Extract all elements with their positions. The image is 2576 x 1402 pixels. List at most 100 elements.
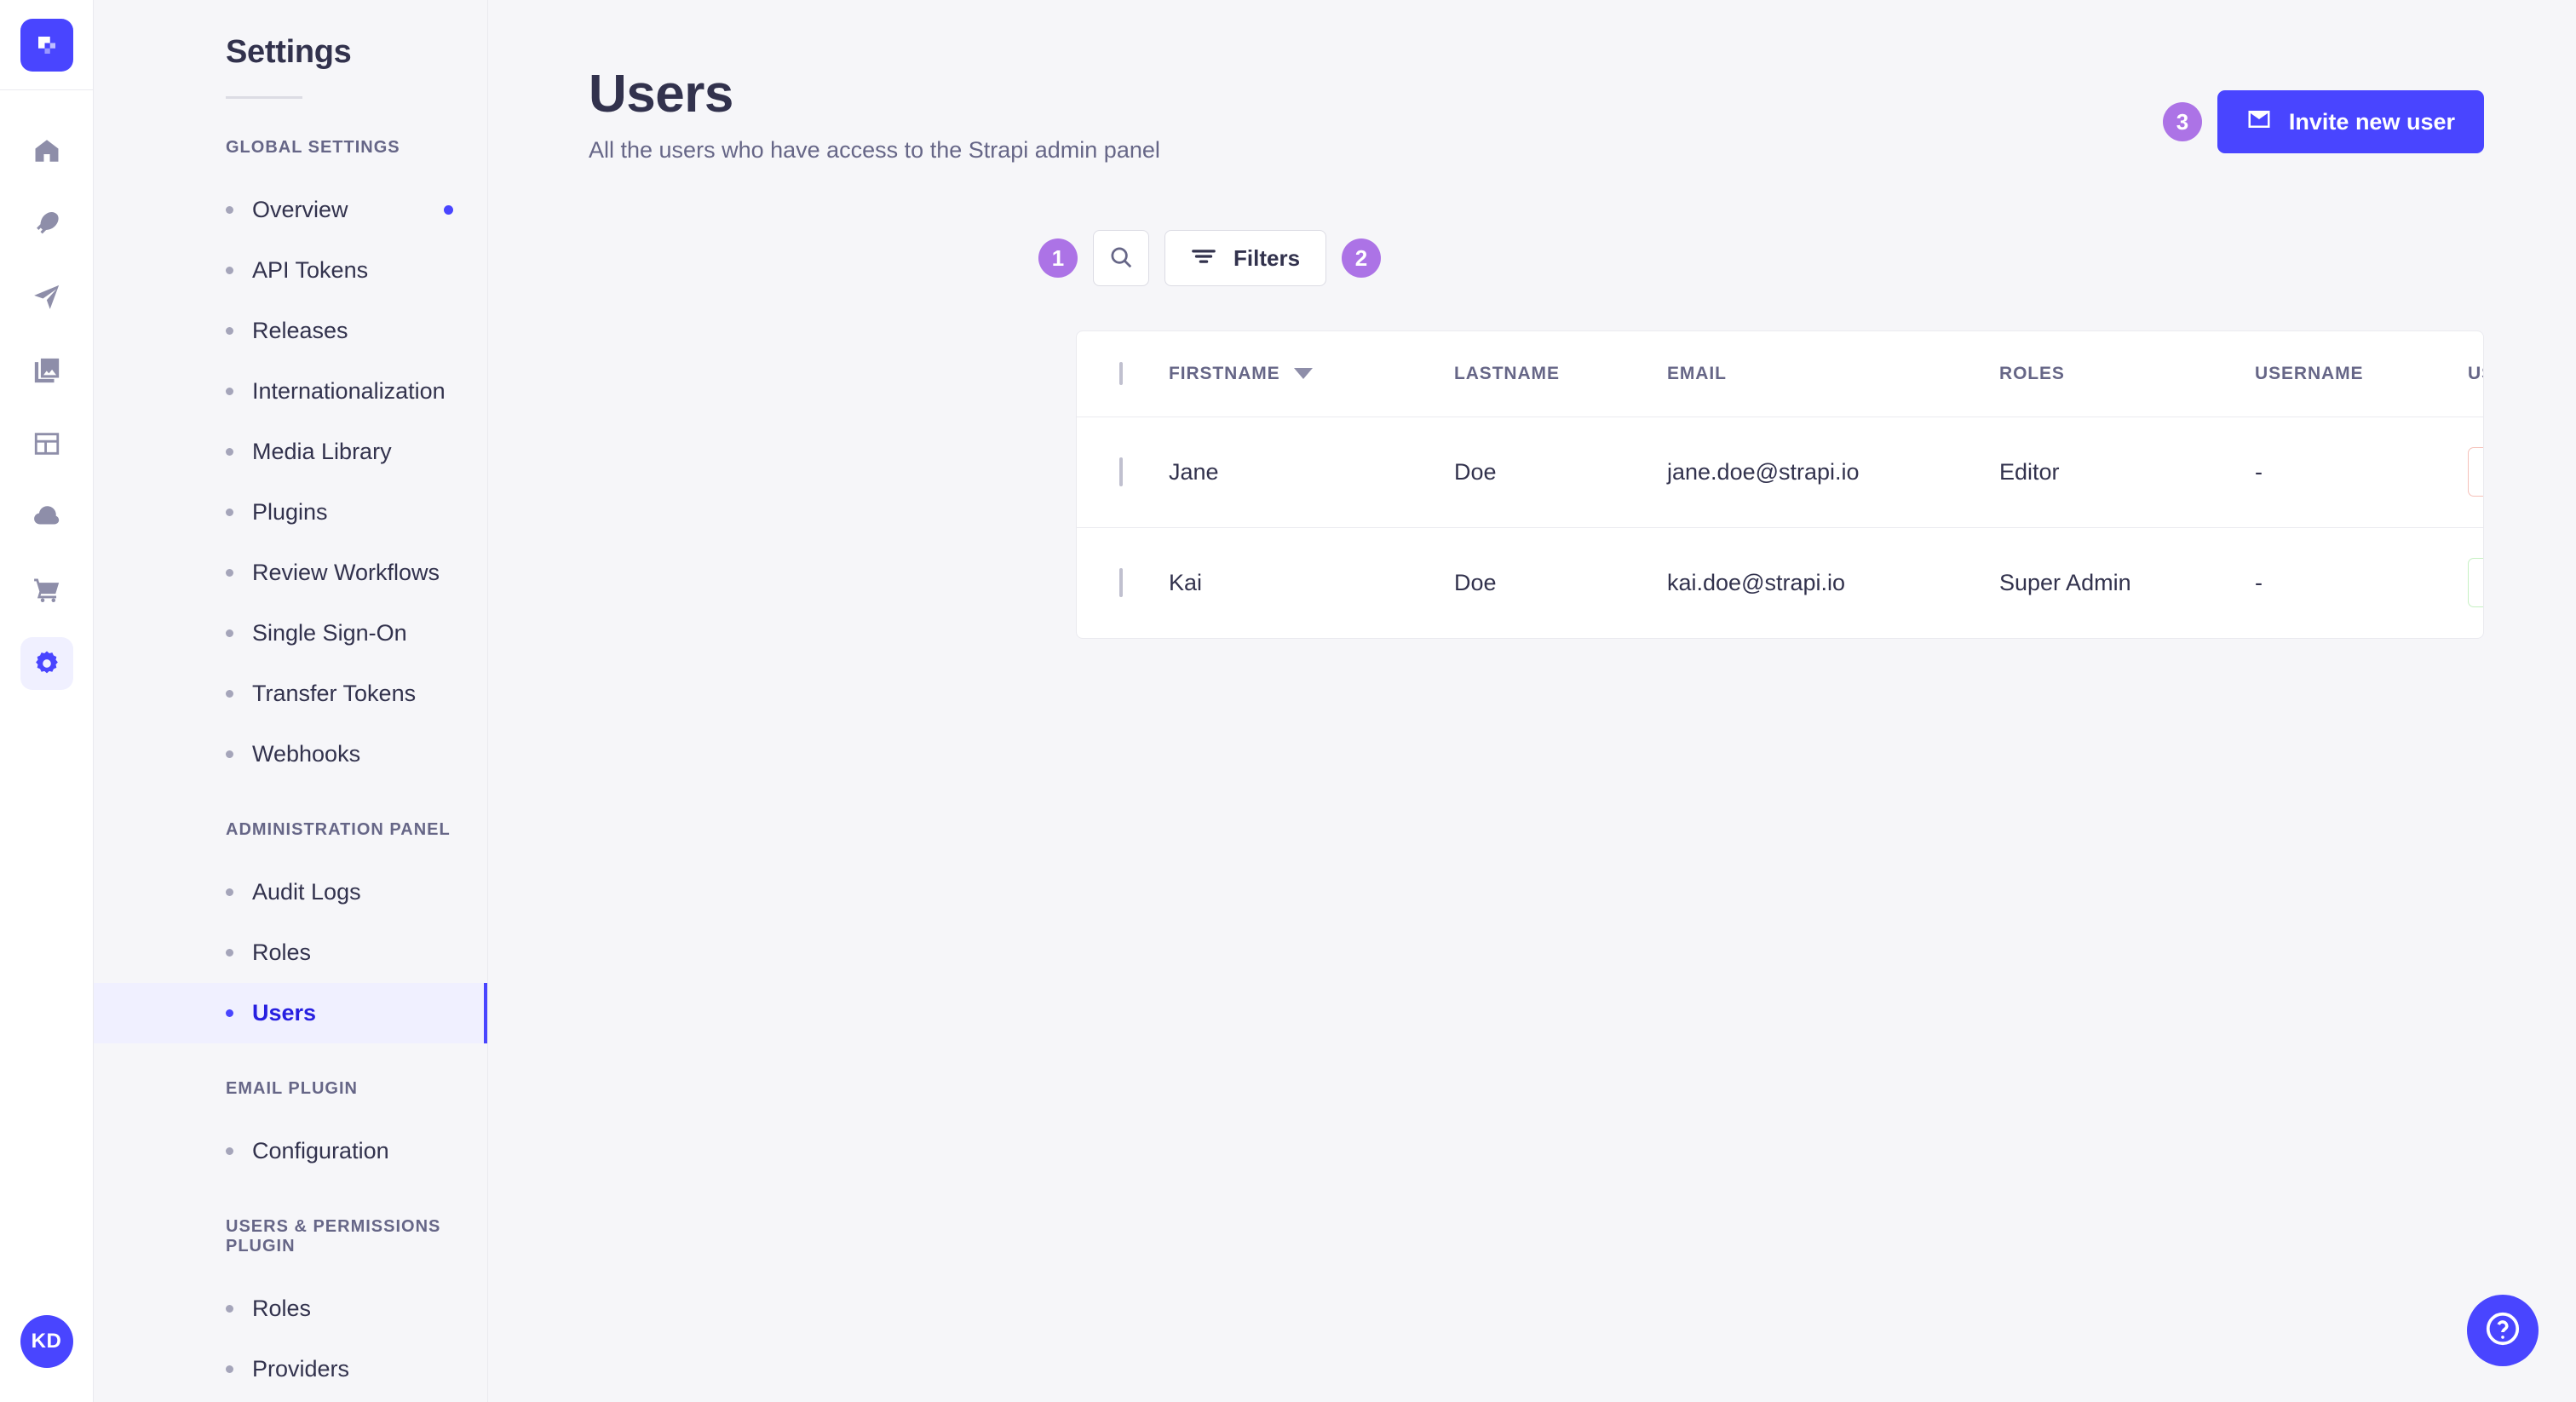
- sidebar-item-review-workflows[interactable]: Review Workflows: [94, 543, 487, 603]
- bullet-icon: [226, 267, 233, 274]
- column-header-username[interactable]: USERNAME: [2255, 363, 2364, 383]
- sidebar-item-label: Audit Logs: [252, 879, 361, 905]
- sidebar-item-label: Review Workflows: [252, 560, 440, 585]
- row-checkbox[interactable]: [1119, 567, 1123, 597]
- layout-icon[interactable]: [20, 417, 73, 470]
- sidebar-item-single-sign-on[interactable]: Single Sign-On: [94, 603, 487, 664]
- column-header-user-status[interactable]: USER STATUS: [2468, 363, 2483, 383]
- invite-new-user-button[interactable]: Invite new user: [2217, 90, 2484, 153]
- bullet-icon: [226, 750, 233, 758]
- cell-lastname: Doe: [1454, 526, 1667, 639]
- rail-logo-area: [0, 0, 93, 90]
- sidebar-group-label: ADMINISTRATION PANEL: [226, 820, 451, 839]
- rail-icon-list: [20, 124, 73, 690]
- sidebar-group-label: EMAIL PLUGIN: [226, 1079, 358, 1098]
- row-checkbox[interactable]: [1119, 457, 1123, 486]
- bullet-icon: [226, 1147, 233, 1155]
- home-icon[interactable]: [20, 124, 73, 177]
- sidebar-item-label: Roles: [252, 1296, 312, 1321]
- column-header-roles[interactable]: ROLES: [1999, 363, 2065, 383]
- sidebar-item-roles[interactable]: Roles: [94, 922, 487, 983]
- column-label-firstname: FIRSTNAME: [1169, 363, 1280, 383]
- select-all-checkbox[interactable]: [1119, 361, 1123, 385]
- sidebar-group: GLOBAL SETTINGS Overview API Tokens Release…: [94, 138, 487, 784]
- sidebar-group: USERS & PERMISSIONS PLUGIN Roles Providers: [94, 1217, 487, 1399]
- chevron-down-icon[interactable]: [1293, 368, 1313, 380]
- gear-icon[interactable]: [20, 637, 73, 690]
- annotation-badge-3: 3: [2162, 102, 2202, 141]
- filters-button[interactable]: Filters: [1164, 230, 1327, 287]
- sidebar-item-internationalization[interactable]: Internationalization: [94, 361, 487, 422]
- cell-firstname: Kai: [1169, 526, 1454, 639]
- bullet-icon: [226, 569, 233, 577]
- main-content: Users All the users who have access to t…: [488, 0, 2576, 1402]
- status-cell: Inactive: [2468, 416, 2483, 528]
- users-table-head: FIRSTNAME LASTNAME EMAIL ROLES USERNAME …: [1077, 331, 2483, 417]
- sidebar-item-label: Single Sign-On: [252, 620, 407, 646]
- shopping-cart-icon[interactable]: [20, 564, 73, 617]
- bullet-icon: [226, 949, 233, 957]
- sidebar-group: ADMINISTRATION PANEL Audit Logs Roles Users: [94, 820, 487, 1043]
- sidebar-item-releases[interactable]: Releases: [94, 301, 487, 361]
- sidebar-item-label: Providers: [252, 1356, 350, 1382]
- bullet-icon: [226, 327, 233, 335]
- annotation-badge-1: 1: [1038, 238, 1078, 279]
- sidebar-group-label: USERS & PERMISSIONS PLUGIN: [226, 1217, 441, 1255]
- paper-plane-icon[interactable]: [20, 271, 73, 324]
- sidebar-item-users[interactable]: Users: [94, 983, 487, 1043]
- page-header-actions: 3 Invite new user: [2162, 90, 2484, 153]
- sidebar-item-label: Internationalization: [252, 378, 446, 404]
- sidebar-item-label: Webhooks: [252, 741, 361, 767]
- invite-new-user-label: Invite new user: [2288, 108, 2455, 135]
- bullet-icon: [226, 206, 233, 214]
- users-table: FIRSTNAME LASTNAME EMAIL ROLES USERNAME …: [1077, 331, 2483, 639]
- bullet-icon: [226, 388, 233, 395]
- column-header-lastname[interactable]: LASTNAME: [1454, 363, 1560, 383]
- icon-rail: KD: [0, 0, 94, 1402]
- page-title: Users: [589, 65, 733, 124]
- select-all-header: [1077, 331, 1169, 417]
- help-button[interactable]: [2467, 1295, 2539, 1366]
- cell-username: -: [2255, 416, 2468, 528]
- filters-label: Filters: [1233, 244, 1301, 271]
- sidebar-item-label: Plugins: [252, 499, 328, 525]
- cloud-icon[interactable]: [20, 491, 73, 543]
- row-select-cell: [1077, 416, 1169, 528]
- sidebar-item-roles[interactable]: Roles: [94, 1278, 487, 1339]
- cell-roles: Editor: [1999, 416, 2255, 528]
- avatar[interactable]: KD: [20, 1315, 73, 1368]
- sidebar-item-overview[interactable]: Overview: [94, 180, 487, 240]
- users-table-body: JaneDoejane.doe@strapi.ioEditor-Inactive…: [1077, 416, 2483, 639]
- envelope-icon: [2246, 106, 2272, 138]
- notification-dot-icon: [444, 205, 453, 215]
- sidebar-item-plugins[interactable]: Plugins: [94, 482, 487, 543]
- table-row[interactable]: JaneDoejane.doe@strapi.ioEditor-Inactive…: [1077, 416, 2483, 528]
- bullet-icon: [226, 448, 233, 456]
- bullet-icon: [226, 1365, 233, 1373]
- sidebar-item-api-tokens[interactable]: API Tokens: [94, 240, 487, 301]
- page-subtitle: All the users who have access to the Str…: [589, 137, 1160, 164]
- sidebar-item-transfer-tokens[interactable]: Transfer Tokens: [94, 664, 487, 724]
- sidebar-item-label: API Tokens: [252, 257, 369, 283]
- column-header-email[interactable]: EMAIL: [1667, 363, 1727, 383]
- search-button[interactable]: [1093, 230, 1149, 287]
- sidebar-groups: GLOBAL SETTINGS Overview API Tokens Release…: [94, 138, 487, 1399]
- bullet-icon: [226, 690, 233, 698]
- cell-email: jane.doe@strapi.io: [1667, 416, 1999, 528]
- cell-firstname: Jane: [1169, 416, 1454, 528]
- images-icon[interactable]: [20, 344, 73, 397]
- sidebar-item-webhooks[interactable]: Webhooks: [94, 724, 487, 784]
- sidebar-item-audit-logs[interactable]: Audit Logs: [94, 862, 487, 922]
- strapi-logo-icon[interactable]: [20, 18, 73, 72]
- feather-icon[interactable]: [20, 198, 73, 250]
- sidebar-group-label: GLOBAL SETTINGS: [226, 138, 400, 157]
- question-circle-icon: [2484, 1310, 2521, 1352]
- sidebar-item-providers[interactable]: Providers: [94, 1339, 487, 1399]
- sidebar-item-configuration[interactable]: Configuration: [94, 1121, 487, 1181]
- bullet-icon: [226, 509, 233, 516]
- column-header-firstname[interactable]: FIRSTNAME: [1169, 331, 1454, 417]
- sidebar-item-media-library[interactable]: Media Library: [94, 422, 487, 482]
- cell-username: -: [2255, 526, 2468, 639]
